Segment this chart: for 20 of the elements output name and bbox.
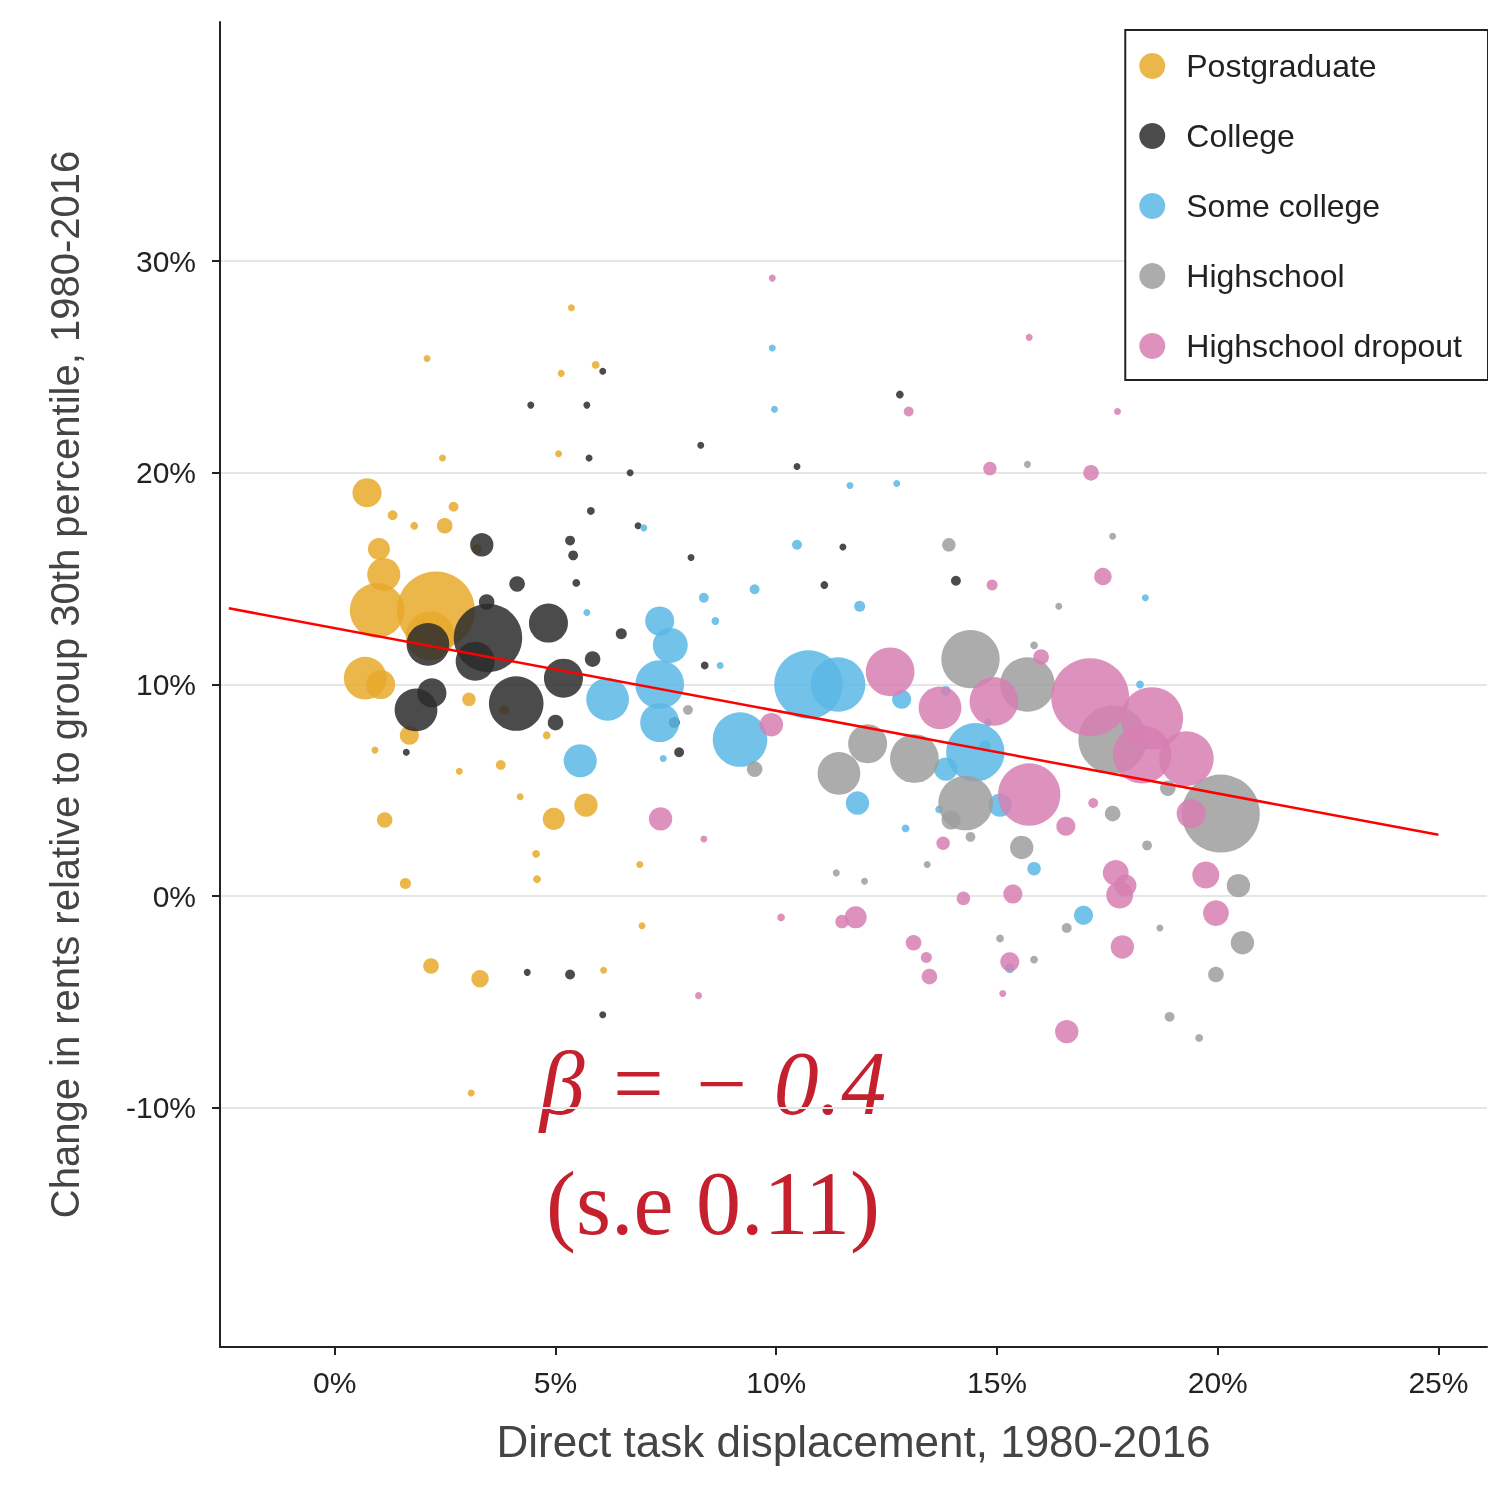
legend-label: College	[1186, 118, 1295, 154]
legend-label: Postgraduate	[1186, 48, 1377, 84]
x-tick-label: 0%	[313, 1365, 357, 1399]
x-tick-label: 15%	[966, 1365, 1027, 1399]
y-tick-label: 20%	[135, 456, 196, 490]
legend-label: Highschool	[1186, 258, 1345, 294]
y-tick-label: 30%	[135, 244, 196, 278]
x-tick-label: 25%	[1408, 1365, 1469, 1399]
annotation: (s.e 0.11)	[545, 1153, 881, 1254]
y-tick-label: 0%	[152, 879, 196, 913]
x-tick-label: 10%	[746, 1365, 807, 1399]
x-tick-label: 20%	[1187, 1365, 1248, 1399]
legend-label: Some college	[1186, 188, 1381, 224]
legend-label: Highschool dropout	[1186, 328, 1463, 364]
y-tick-label: -10%	[125, 1091, 196, 1125]
x-axis-title: Direct task displacement, 1980-2016	[496, 1416, 1211, 1466]
annotation: β = − 0.4	[537, 1033, 887, 1133]
y-tick-label: 10%	[135, 668, 196, 701]
y-axis-title: Change in rents relative to group 30th percentile, 1980-2016	[43, 150, 87, 1219]
x-tick-label: 5%	[533, 1365, 578, 1399]
